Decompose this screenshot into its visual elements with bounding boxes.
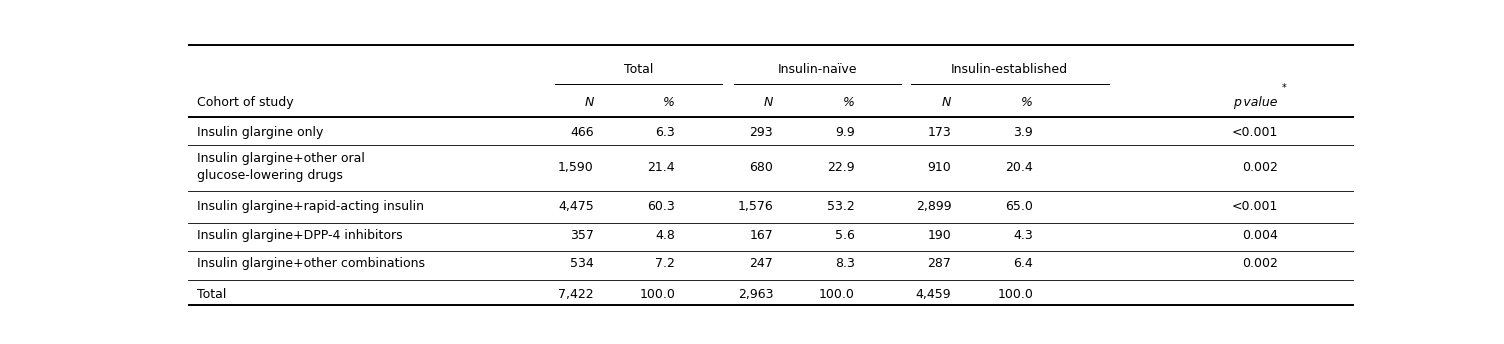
Text: 1,576: 1,576 xyxy=(737,200,773,213)
Text: 167: 167 xyxy=(749,229,773,243)
Text: 100.0: 100.0 xyxy=(818,288,854,301)
Text: 293: 293 xyxy=(749,126,773,139)
Text: Insulin glargine+rapid-acting insulin: Insulin glargine+rapid-acting insulin xyxy=(197,200,424,213)
Text: 6.3: 6.3 xyxy=(656,126,675,139)
Text: N: N xyxy=(942,96,952,109)
Text: 534: 534 xyxy=(570,257,594,270)
Text: 100.0: 100.0 xyxy=(639,288,675,301)
Text: p value: p value xyxy=(1233,96,1278,109)
Text: 8.3: 8.3 xyxy=(835,257,854,270)
Text: 53.2: 53.2 xyxy=(827,200,854,213)
Text: 21.4: 21.4 xyxy=(648,161,675,174)
Text: 65.0: 65.0 xyxy=(1005,200,1033,213)
Text: 20.4: 20.4 xyxy=(1005,161,1033,174)
Text: Insulin glargine+other combinations: Insulin glargine+other combinations xyxy=(197,257,426,270)
Text: Insulin glargine+DPP-4 inhibitors: Insulin glargine+DPP-4 inhibitors xyxy=(197,229,403,243)
Text: 1,590: 1,590 xyxy=(558,161,594,174)
Text: Insulin glargine+other oral
glucose-lowering drugs: Insulin glargine+other oral glucose-lowe… xyxy=(197,152,365,182)
Text: Insulin-naïve: Insulin-naïve xyxy=(778,63,857,76)
Text: %: % xyxy=(1021,96,1033,109)
Text: 2,899: 2,899 xyxy=(916,200,952,213)
Text: 247: 247 xyxy=(749,257,773,270)
Text: N: N xyxy=(764,96,773,109)
Text: Total: Total xyxy=(624,63,653,76)
Text: 5.6: 5.6 xyxy=(835,229,854,243)
Text: 0.004: 0.004 xyxy=(1242,229,1278,243)
Text: Total: Total xyxy=(197,288,227,301)
Text: 4.3: 4.3 xyxy=(1014,229,1033,243)
Text: 4,475: 4,475 xyxy=(558,200,594,213)
Text: 9.9: 9.9 xyxy=(835,126,854,139)
Text: <0.001: <0.001 xyxy=(1232,200,1278,213)
Text: 3.9: 3.9 xyxy=(1014,126,1033,139)
Text: 2,963: 2,963 xyxy=(737,288,773,301)
Text: 60.3: 60.3 xyxy=(647,200,675,213)
Text: 7.2: 7.2 xyxy=(656,257,675,270)
Text: Insulin glargine only: Insulin glargine only xyxy=(197,126,323,139)
Text: 0.002: 0.002 xyxy=(1242,257,1278,270)
Text: 100.0: 100.0 xyxy=(997,288,1033,301)
Text: 6.4: 6.4 xyxy=(1014,257,1033,270)
Text: <0.001: <0.001 xyxy=(1232,126,1278,139)
Text: %: % xyxy=(842,96,854,109)
Text: 287: 287 xyxy=(928,257,952,270)
Text: 680: 680 xyxy=(749,161,773,174)
Text: N: N xyxy=(584,96,594,109)
Text: 357: 357 xyxy=(570,229,594,243)
Text: %: % xyxy=(663,96,675,109)
Text: 4.8: 4.8 xyxy=(656,229,675,243)
Text: 22.9: 22.9 xyxy=(827,161,854,174)
Text: 910: 910 xyxy=(928,161,952,174)
Text: Cohort of study: Cohort of study xyxy=(197,96,293,109)
Text: 0.002: 0.002 xyxy=(1242,161,1278,174)
Text: 173: 173 xyxy=(928,126,952,139)
Text: 4,459: 4,459 xyxy=(916,288,952,301)
Text: *: * xyxy=(1281,83,1286,93)
Text: 466: 466 xyxy=(570,126,594,139)
Text: 7,422: 7,422 xyxy=(558,288,594,301)
Text: Insulin-established: Insulin-established xyxy=(951,63,1068,76)
Text: 190: 190 xyxy=(928,229,952,243)
